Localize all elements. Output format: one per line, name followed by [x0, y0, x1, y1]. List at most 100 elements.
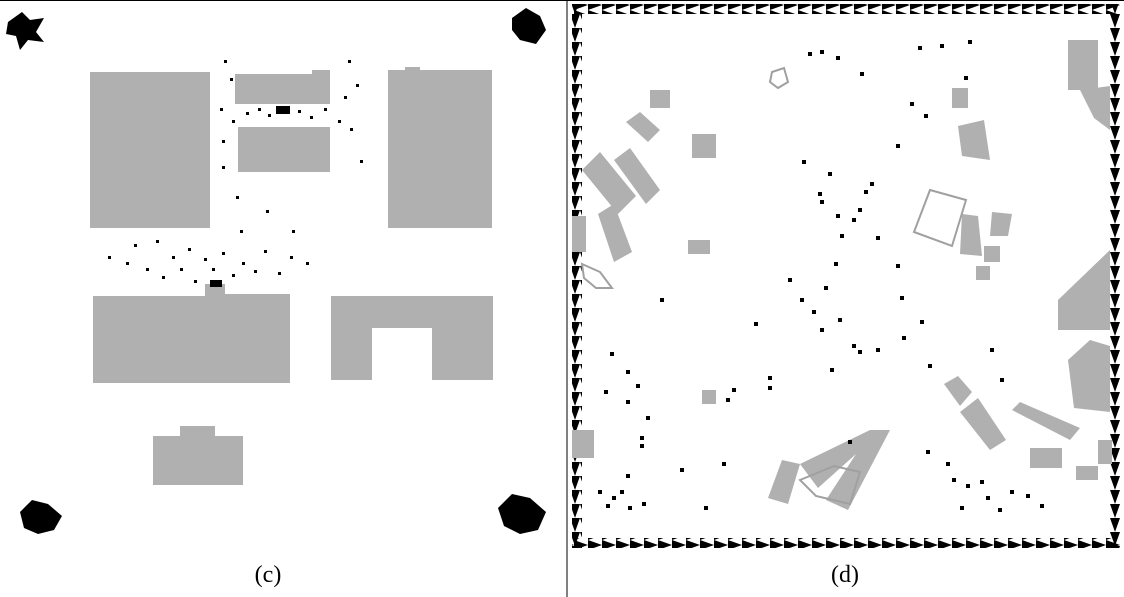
agent — [840, 234, 844, 238]
agent — [232, 120, 235, 123]
agent — [704, 506, 708, 510]
agent — [646, 416, 650, 420]
agent — [188, 248, 191, 251]
agent — [968, 40, 972, 44]
agent — [680, 468, 684, 472]
agent — [194, 280, 197, 283]
shape — [276, 106, 290, 114]
agent — [212, 268, 215, 271]
agent — [824, 286, 828, 290]
agent — [236, 196, 239, 199]
shape — [960, 214, 982, 256]
agent — [146, 268, 149, 271]
agent — [240, 230, 243, 233]
obstacle — [388, 67, 492, 228]
obstacle — [93, 284, 290, 383]
agent — [836, 214, 840, 218]
agent — [298, 110, 301, 113]
agent — [836, 56, 840, 60]
agent — [232, 274, 235, 277]
shape — [958, 120, 990, 160]
agents — [598, 40, 1044, 512]
shape — [798, 464, 862, 506]
agent-border — [1110, 4, 1120, 548]
shape — [1012, 402, 1080, 440]
agent-border — [572, 538, 1120, 548]
agent — [952, 478, 956, 482]
agent — [348, 60, 351, 63]
agent — [834, 262, 838, 266]
agent — [800, 298, 804, 302]
shape — [626, 112, 660, 142]
agent — [768, 386, 772, 390]
agent — [162, 276, 165, 279]
agent — [1010, 490, 1014, 494]
agent — [852, 344, 856, 348]
agent — [1026, 494, 1030, 498]
agent — [660, 298, 664, 302]
agent — [126, 262, 129, 265]
shape — [960, 398, 1006, 450]
agent — [324, 108, 327, 111]
agent — [838, 318, 842, 322]
shape — [952, 88, 968, 108]
agent — [998, 508, 1002, 512]
shape — [976, 266, 990, 280]
agent — [812, 310, 816, 314]
shape — [1058, 250, 1110, 330]
shape — [1068, 340, 1110, 412]
agent — [768, 376, 772, 380]
agent — [802, 160, 806, 164]
shape — [1076, 466, 1098, 480]
agent — [902, 336, 906, 340]
obstacle — [153, 426, 243, 485]
agent — [290, 256, 293, 259]
agent — [910, 102, 914, 106]
agent — [918, 46, 922, 50]
agent — [820, 328, 824, 332]
shape — [944, 376, 972, 406]
shape — [512, 8, 546, 44]
agent — [788, 278, 792, 282]
agent — [920, 320, 924, 324]
agent — [864, 190, 868, 194]
agents — [108, 60, 363, 283]
agent — [620, 490, 624, 494]
shape — [572, 430, 594, 458]
agent — [928, 364, 932, 368]
agent — [222, 166, 225, 169]
agent — [990, 348, 994, 352]
shape — [984, 246, 1000, 262]
agent — [980, 480, 984, 484]
shape — [572, 216, 586, 252]
agent — [926, 450, 930, 454]
agent — [278, 272, 281, 275]
agent — [960, 506, 964, 510]
agent — [242, 262, 245, 265]
shape — [692, 134, 716, 158]
agent — [852, 218, 856, 222]
agent — [1040, 504, 1044, 508]
agent — [828, 172, 832, 176]
agent — [830, 368, 834, 372]
agent — [356, 84, 359, 87]
agent — [220, 108, 223, 111]
agent — [222, 140, 225, 143]
agent — [204, 258, 207, 261]
shape — [582, 152, 636, 214]
agent — [224, 60, 227, 63]
shape — [20, 500, 62, 534]
shape — [688, 240, 710, 254]
agent — [726, 398, 730, 402]
agent — [350, 128, 353, 131]
agent — [754, 322, 758, 326]
agent-border — [572, 4, 1120, 14]
agent — [310, 116, 313, 119]
shape — [1080, 86, 1110, 130]
agent — [180, 268, 183, 271]
agent-border — [572, 4, 582, 548]
agent — [306, 262, 309, 265]
shape — [580, 262, 614, 289]
agent — [156, 240, 159, 243]
agent — [870, 182, 874, 186]
